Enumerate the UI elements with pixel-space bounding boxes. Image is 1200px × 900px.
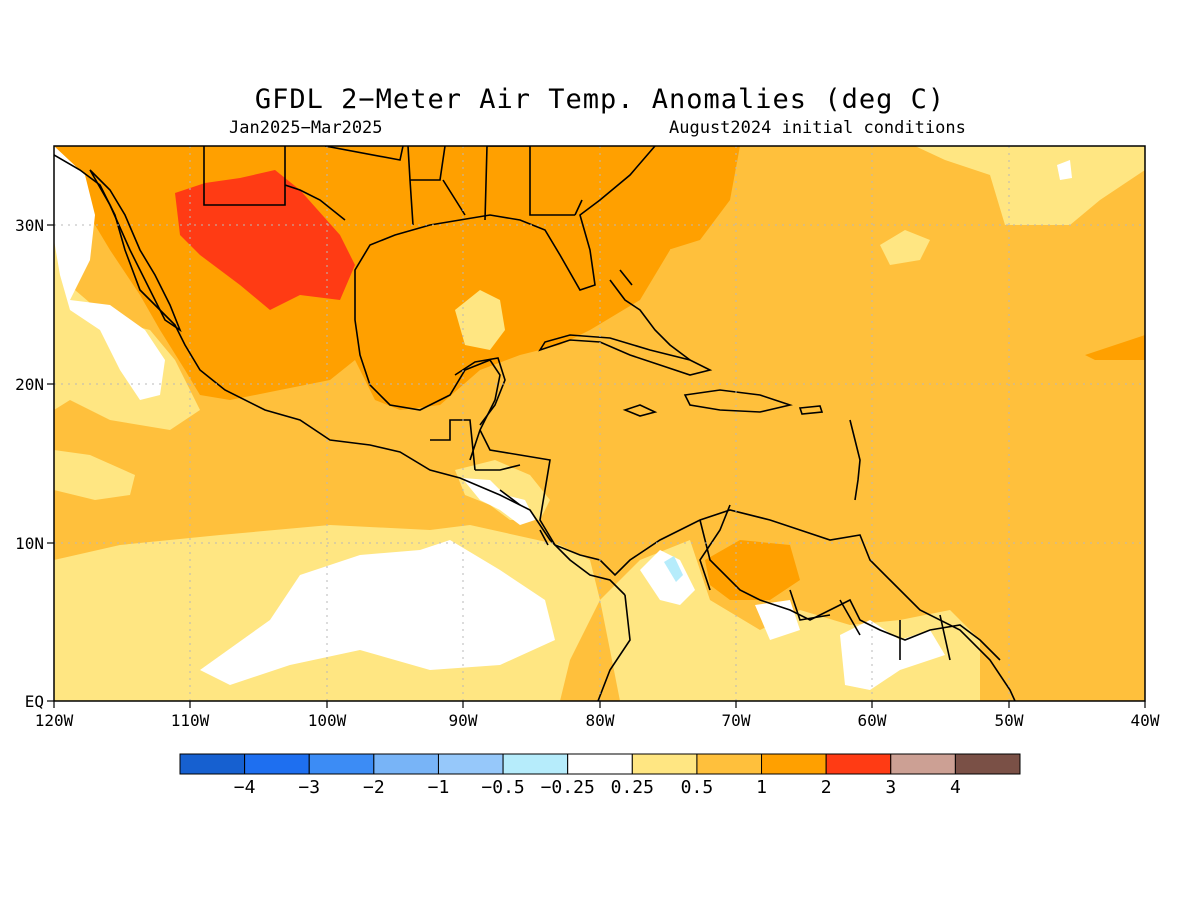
colorbar-swatch	[308, 753, 375, 775]
lat-labels: EQ 10N 20N 30N	[15, 216, 44, 711]
colorbar-label: −2	[363, 777, 385, 798]
colorbar-swatch	[373, 753, 439, 775]
graticule	[54, 146, 1145, 701]
map-fields	[54, 146, 1145, 701]
colorbar-swatch	[179, 753, 246, 775]
colorbar-swatch	[631, 753, 698, 775]
near-zero-central-america	[462, 478, 535, 525]
anomaly-0p25-0p5-atlantic-patch	[880, 230, 930, 265]
lon-label: 50W	[995, 711, 1024, 730]
anomaly-0p25-0p5-pacific-north	[54, 450, 135, 500]
coastline-baja	[89, 169, 182, 333]
south-america-borders	[699, 504, 951, 661]
forecast-period: Jan2025−Mar2025	[229, 118, 383, 138]
near-zero-guiana	[755, 600, 945, 690]
lon-label: 100W	[308, 711, 347, 730]
anomaly-1-2-venezuela	[705, 540, 800, 600]
colorbar-labels: −4 −3 −2 −1 −0.5 −0.25 0.25 0.5 1 2 3 4	[234, 777, 961, 798]
ticks	[47, 224, 1146, 708]
us-borders	[203, 146, 583, 226]
lesser-antilles	[849, 419, 861, 501]
colorbar-label: −0.5	[481, 777, 524, 798]
coastline-mexico-us	[54, 154, 626, 596]
hispaniola	[683, 389, 793, 413]
colorbar	[179, 753, 1021, 775]
near-zero-east-pacific	[200, 540, 555, 685]
near-zero-baja-west	[54, 146, 165, 400]
coastline-gulf	[354, 146, 656, 461]
colorbar-label: 4	[950, 777, 961, 798]
colorbar-swatch	[825, 753, 892, 775]
colorbar-swatch	[696, 753, 763, 775]
lat-label: 30N	[15, 216, 44, 235]
lon-label: 120W	[35, 711, 74, 730]
colorbar-swatch	[244, 753, 310, 775]
colorbar-label: 3	[885, 777, 896, 798]
anomaly-0p25-0p5-northeast-atlantic	[915, 146, 1145, 225]
colorbar-label: 0.25	[611, 777, 654, 798]
colorbar-label: −0.25	[541, 777, 595, 798]
map-title: GFDL 2−Meter Air Temp. Anomalies (deg C)	[254, 84, 946, 115]
colorbar-swatch	[954, 753, 1021, 775]
colorbar-swatch	[437, 753, 504, 775]
bahamas	[609, 269, 691, 361]
anomaly-0p25-0p5-baja	[54, 215, 200, 430]
lon-label: 60W	[858, 711, 887, 730]
initial-conditions: August2024 initial conditions	[669, 118, 966, 138]
lon-label: 70W	[722, 711, 751, 730]
near-zero-atlantic-spot	[1057, 160, 1072, 180]
colorbar-label: 2	[821, 777, 832, 798]
lon-label: 110W	[171, 711, 210, 730]
lat-label: EQ	[25, 692, 44, 711]
coastline-yucatan	[454, 357, 506, 426]
colorbar-swatch	[567, 753, 633, 775]
central-america-borders	[430, 419, 549, 546]
anomaly-1-2-atlantic	[1085, 335, 1145, 360]
coastline-south-america-interior	[597, 519, 1001, 701]
lon-label: 80W	[586, 711, 615, 730]
colorbar-swatch	[890, 753, 956, 775]
colorbar-label: 0.5	[681, 777, 714, 798]
anomaly-1-2-southeast-coast	[655, 146, 740, 250]
colorbar-label: 1	[756, 777, 767, 798]
colorbar-swatch	[761, 753, 827, 775]
lon-labels: 120W 110W 100W 90W 80W 70W 60W 50W 40W	[35, 711, 1160, 730]
colorbar-label: −3	[298, 777, 320, 798]
coastlines	[54, 146, 1016, 701]
anomaly-0p25-0p5-gulf-spot	[455, 290, 505, 350]
colorbar-label: −1	[428, 777, 450, 798]
puerto-rico	[798, 405, 824, 415]
anomaly-minus0p25-colombia	[664, 556, 683, 582]
lon-label: 90W	[449, 711, 478, 730]
colorbar-label: −4	[234, 777, 256, 798]
colorbar-swatch	[502, 753, 569, 775]
lat-label: 20N	[15, 375, 44, 394]
jamaica	[622, 404, 658, 417]
lon-label: 40W	[1131, 711, 1160, 730]
lat-label: 10N	[15, 534, 44, 553]
near-zero-colombia	[640, 550, 695, 605]
